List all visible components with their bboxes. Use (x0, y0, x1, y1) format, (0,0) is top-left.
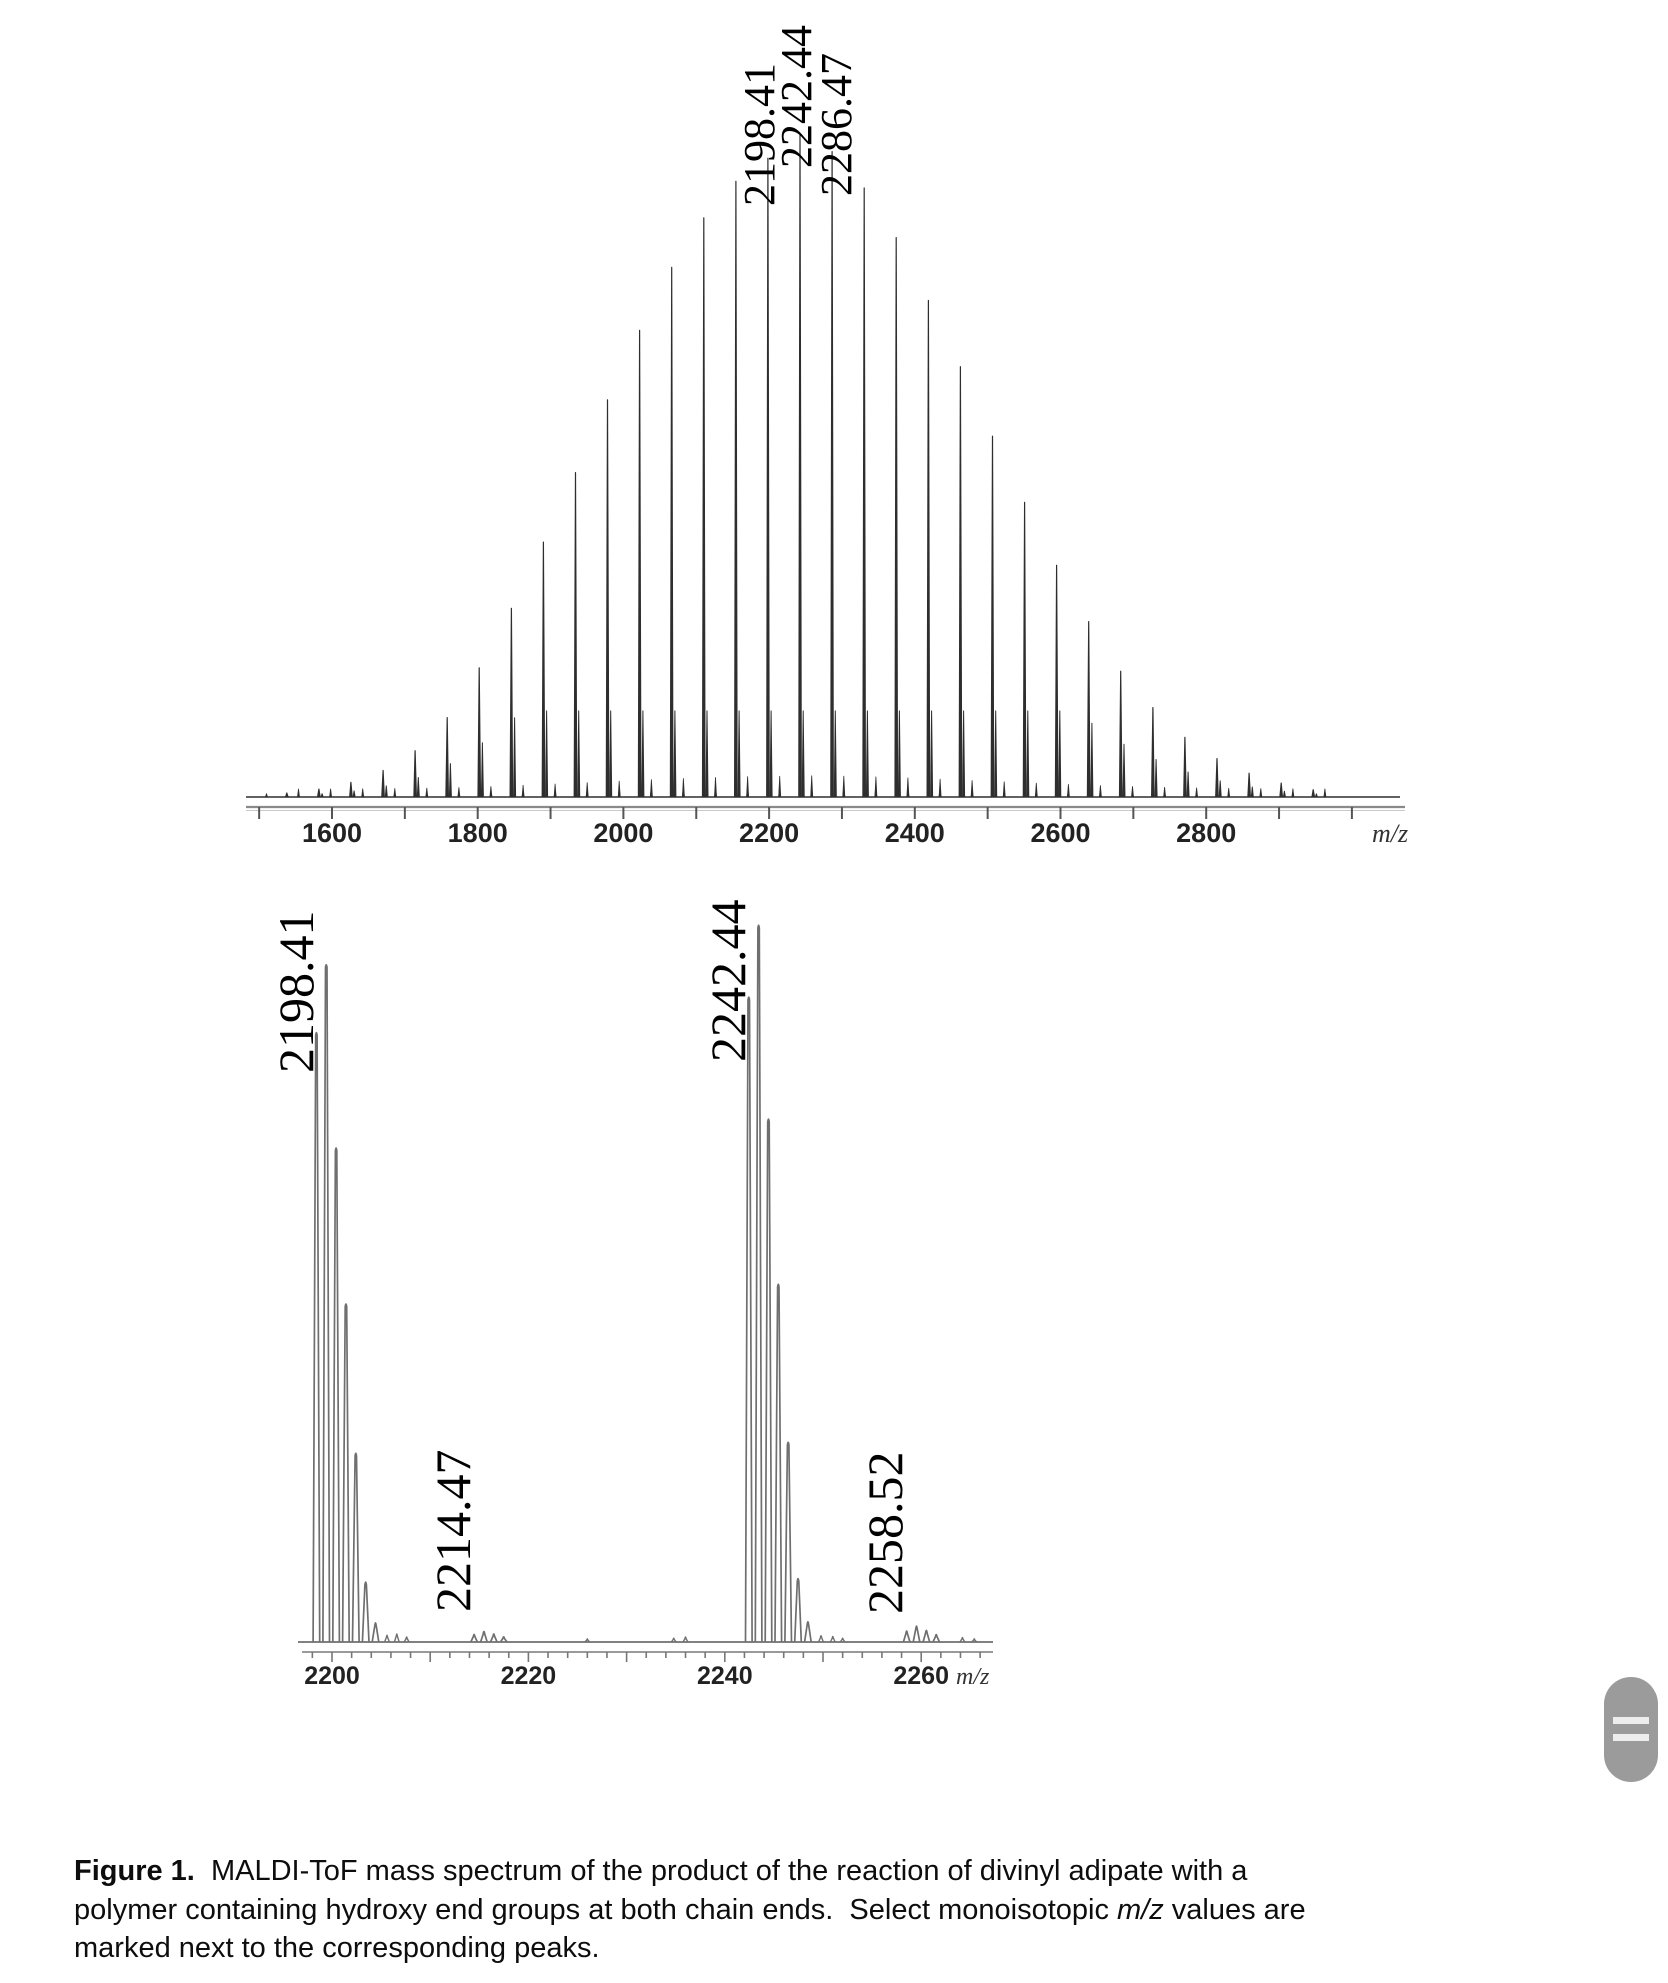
axis-tick-label: 2240 (697, 1662, 753, 1690)
axis-tick-label: 2800 (1176, 818, 1236, 848)
mz-axis-unit-label: m/z (1372, 819, 1408, 848)
peak-label: 2242.44 (700, 900, 756, 1063)
peak-label: 2258.52 (857, 1452, 913, 1615)
peak-label: 2214.47 (425, 1450, 481, 1613)
caption-segment: Figure 1. (74, 1855, 195, 1887)
full-spectrum-panel: 1600 1800 2000 2200 2400 2600 2800 m/z2198.4122… (246, 25, 1408, 848)
axis-tick-label: 2600 (1030, 818, 1090, 848)
axis-tick-label: 2220 (501, 1662, 557, 1690)
caption-segment: values are (1163, 1893, 1306, 1926)
zoom-spectrum-panel: 2200 2220 2240 2260 m/z 2198.41 2214.47 2242.44… (268, 900, 993, 1690)
caption-segment: polymer containing hydroxy end groups at… (74, 1893, 1118, 1926)
figure-caption: Figure 1. MALDI-ToF mass spectrum of the… (74, 1852, 1634, 1968)
peak-label: 2198.41 (735, 63, 784, 206)
mz-axis-unit-label: m/z (956, 1664, 990, 1690)
peak-label: 2242.44 (772, 25, 821, 168)
axis-tick-label: 1600 (302, 818, 362, 848)
axis-tick-label: 2260 (893, 1662, 949, 1690)
peak-label: 2198.41 (268, 911, 324, 1074)
axis-tick-label: 1800 (448, 818, 508, 848)
axis-tick-label: 2400 (885, 818, 945, 848)
caption-segment: MALDI-ToF mass spectrum of the product o… (194, 1855, 1248, 1887)
axis-tick-label: 2200 (739, 818, 799, 848)
caption-segment: marked next to the corresponding peaks. (74, 1932, 600, 1964)
axis-tick-label: 2000 (593, 818, 653, 848)
scroll-handle-button[interactable] (1604, 1677, 1658, 1782)
axis-tick-label: 2200 (304, 1662, 360, 1690)
peak-label: 2286.47 (812, 53, 861, 196)
drag-handle-bar-icon (1613, 1717, 1649, 1724)
drag-handle-bar-icon (1613, 1734, 1649, 1741)
caption-segment: m/z (1117, 1893, 1164, 1926)
